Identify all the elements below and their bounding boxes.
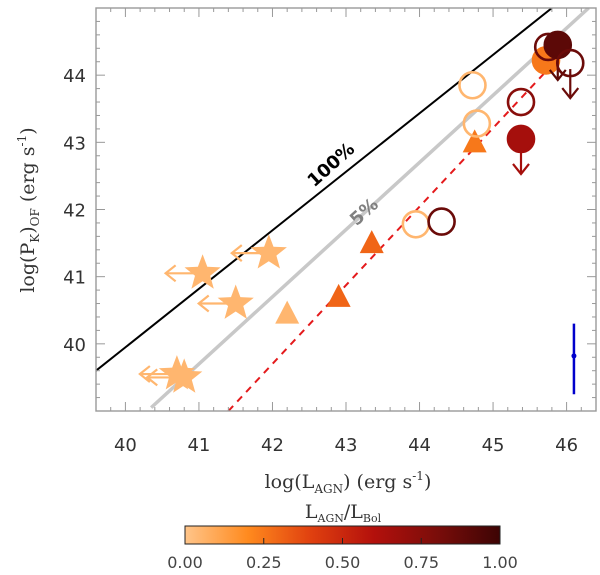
x-tick-label: 45 — [482, 435, 505, 456]
x-tick-label: 44 — [408, 435, 431, 456]
limit-arrowhead — [145, 368, 158, 387]
circle-marker — [506, 124, 536, 154]
limit-arrowhead — [138, 365, 151, 383]
error-bar-point — [571, 353, 577, 359]
data-point-triangle — [462, 129, 487, 153]
colorbar-tick-label: 0.50 — [325, 553, 361, 572]
y-tick-label: 41 — [63, 268, 86, 289]
tick-labels: 40 41 42 43 44 45 46 40 41 42 43 44 — [63, 66, 578, 456]
data-point-triangle — [359, 230, 384, 254]
data-point-circle — [555, 48, 585, 100]
data-point-triangle — [326, 283, 351, 307]
data-point-circle — [506, 87, 536, 117]
circle-marker — [401, 209, 431, 239]
limit-arrowhead — [196, 294, 210, 313]
axis-ticks — [95, 7, 597, 412]
circle-marker — [458, 70, 487, 100]
x-tick-label: 40 — [114, 435, 137, 456]
y-tick-label: 40 — [63, 335, 86, 356]
star-marker — [184, 254, 221, 289]
circle-marker — [506, 87, 536, 117]
triangle-marker — [326, 283, 351, 307]
limit-arrowhead — [230, 244, 243, 263]
colorbar: LAGN/LBol 0.00 0.25 0.50 0.75 1.00 — [167, 501, 518, 572]
x-tick-label: 42 — [261, 435, 284, 456]
x-axis-label: log(LAGN) (erg s-1) — [265, 469, 432, 496]
data-point-circle — [462, 109, 492, 138]
data-point-triangle — [275, 300, 300, 324]
colorbar-ticks: 0.00 0.25 0.50 0.75 1.00 — [167, 538, 518, 572]
colorbar-tick-label: 0.75 — [403, 553, 439, 572]
data-point-star — [163, 254, 221, 289]
colorbar-label: LAGN/LBol — [305, 501, 382, 525]
x-tick-label: 43 — [335, 435, 358, 456]
circle-marker — [555, 48, 585, 78]
limit-arrowhead — [561, 87, 580, 100]
data-point-circle — [506, 124, 536, 176]
triangle-marker — [275, 300, 300, 324]
data-point-star — [145, 358, 203, 393]
data-point-circle — [401, 209, 431, 239]
x-tick-label: 46 — [555, 435, 578, 456]
star-marker — [166, 358, 203, 393]
circle-marker — [462, 109, 492, 138]
data-point-star — [196, 284, 254, 319]
x-tick-label: 41 — [187, 435, 210, 456]
limit-arrowhead — [163, 264, 177, 283]
y-tick-label: 42 — [63, 201, 86, 222]
data-points — [138, 30, 585, 395]
circle-marker — [543, 30, 573, 60]
reference-line-dashed-fit — [227, 40, 575, 411]
y-tick-label: 44 — [63, 66, 86, 87]
limit-arrowhead — [512, 163, 530, 176]
colorbar-tick-label: 0.00 — [167, 553, 203, 572]
circle-marker — [427, 207, 456, 236]
y-axis-label: log(PK)OF (erg s-1) — [15, 127, 42, 292]
colorbar-tick-label: 0.25 — [246, 553, 282, 572]
star-marker — [217, 284, 254, 319]
data-point-star — [230, 234, 287, 269]
y-tick-label: 43 — [63, 133, 86, 154]
reference-line-5pct — [149, 8, 590, 409]
triangle-marker — [359, 230, 384, 254]
triangle-marker — [462, 129, 487, 153]
reference-line-100pct — [96, 8, 553, 372]
reference-lines: 100%5% — [96, 8, 590, 411]
star-marker — [250, 234, 287, 269]
data-point-circle — [458, 70, 487, 100]
colorbar-tick-label: 1.00 — [482, 553, 518, 572]
data-point-circle — [427, 207, 456, 236]
